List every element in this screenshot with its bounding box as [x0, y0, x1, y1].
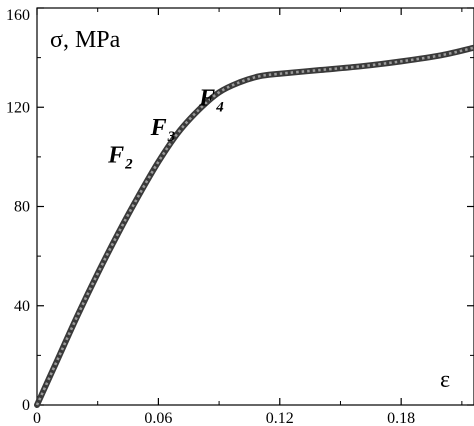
plot-frame — [36, 7, 474, 406]
y-tick-label: 160 — [6, 7, 30, 24]
stress-strain-curve — [34, 44, 474, 408]
axis-ticks — [36, 7, 474, 406]
x-tick-label: 0.12 — [266, 410, 294, 426]
y-tick-label: 40 — [14, 298, 30, 315]
y-tick-label: 80 — [14, 199, 30, 216]
x-tick-labels: 0 0.06 0.12 0.18 — [33, 410, 415, 426]
y-tick-labels: 0 40 80 120 160 — [6, 7, 30, 414]
annotation-label: F3 — [150, 115, 176, 145]
y-tick-label: 0 — [22, 397, 30, 414]
y-axis-label: σ, MPa — [50, 27, 121, 53]
x-tick-label: 0.06 — [144, 410, 172, 426]
annotation-label: F2 — [107, 142, 133, 172]
y-tick-label: 120 — [6, 99, 30, 116]
x-tick-label: 0 — [33, 410, 41, 426]
x-tick-label: 0.18 — [387, 410, 415, 426]
stress-strain-curve-dotted-overlay — [35, 46, 474, 406]
x-axis-label: ε — [440, 367, 450, 393]
